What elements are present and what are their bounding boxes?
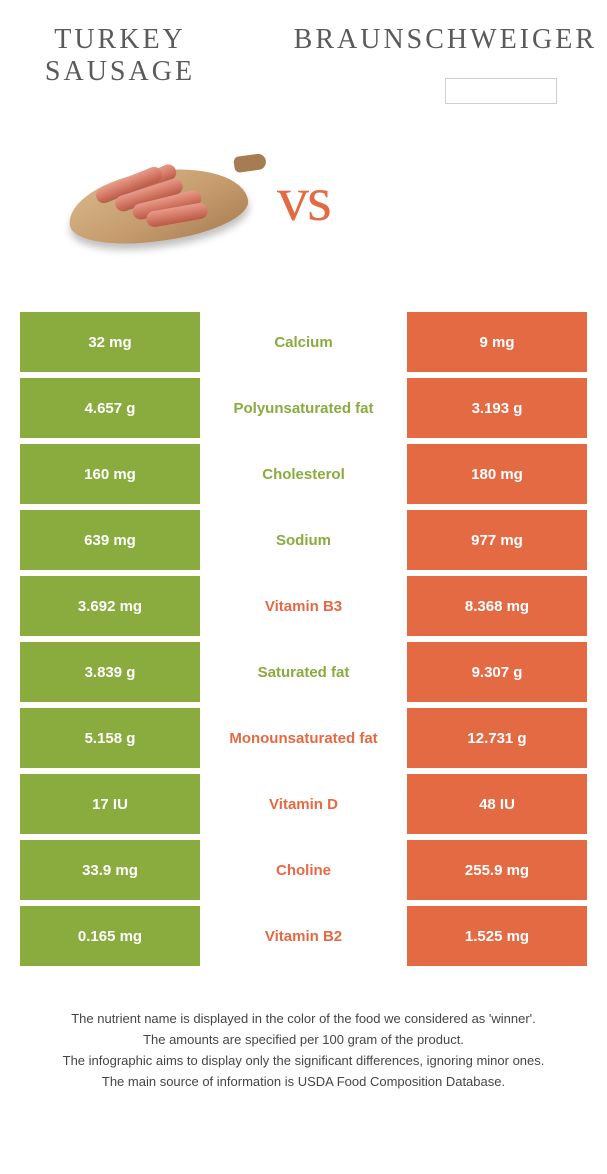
- value-right: 48 IU: [407, 774, 587, 834]
- value-left: 4.657 g: [20, 378, 200, 438]
- nutrient-name: Vitamin D: [200, 774, 407, 834]
- value-left: 3.692 mg: [20, 576, 200, 636]
- nutrient-name: Cholesterol: [200, 444, 407, 504]
- value-left: 5.158 g: [20, 708, 200, 768]
- nutrient-name: Monounsaturated fat: [200, 708, 407, 768]
- footer-line-3: The infographic aims to display only the…: [20, 1052, 587, 1071]
- value-left: 32 mg: [20, 312, 200, 372]
- value-right: 8.368 mg: [407, 576, 587, 636]
- value-right: 255.9 mg: [407, 840, 587, 900]
- value-left: 3.839 g: [20, 642, 200, 702]
- value-left: 160 mg: [20, 444, 200, 504]
- value-right: 9.307 g: [407, 642, 587, 702]
- nutrient-name: Vitamin B3: [200, 576, 407, 636]
- table-row: 33.9 mgCholine255.9 mg: [20, 840, 587, 900]
- table-row: 639 mgSodium977 mg: [20, 510, 587, 570]
- table-row: 4.657 gPolyunsaturated fat3.193 g: [20, 378, 587, 438]
- value-right: 180 mg: [407, 444, 587, 504]
- value-right: 977 mg: [407, 510, 587, 570]
- footer-line-4: The main source of information is USDA F…: [20, 1073, 587, 1092]
- footer-line-1: The nutrient name is displayed in the co…: [20, 1010, 587, 1029]
- table-row: 32 mgCalcium9 mg: [20, 312, 587, 372]
- nutrient-name: Polyunsaturated fat: [200, 378, 407, 438]
- vs-label: vs: [277, 162, 330, 236]
- header: TURKEY SAUSAGE BRAUNSCHWEIGER: [0, 0, 607, 88]
- value-right: 12.731 g: [407, 708, 587, 768]
- title-left: TURKEY SAUSAGE: [10, 24, 230, 88]
- table-row: 3.692 mgVitamin B38.368 mg: [20, 576, 587, 636]
- right-image-placeholder: [445, 78, 557, 104]
- table-row: 0.165 mgVitamin B21.525 mg: [20, 906, 587, 966]
- footer-line-2: The amounts are specified per 100 gram o…: [20, 1031, 587, 1050]
- table-row: 5.158 gMonounsaturated fat12.731 g: [20, 708, 587, 768]
- value-right: 3.193 g: [407, 378, 587, 438]
- left-image: [61, 134, 261, 264]
- comparison-table: 32 mgCalcium9 mg4.657 gPolyunsaturated f…: [20, 312, 587, 966]
- nutrient-name: Vitamin B2: [200, 906, 407, 966]
- value-left: 639 mg: [20, 510, 200, 570]
- value-left: 33.9 mg: [20, 840, 200, 900]
- value-right: 9 mg: [407, 312, 587, 372]
- value-right: 1.525 mg: [407, 906, 587, 966]
- nutrient-name: Sodium: [200, 510, 407, 570]
- sausage-board-icon: [66, 149, 256, 249]
- value-left: 17 IU: [20, 774, 200, 834]
- table-row: 3.839 gSaturated fat9.307 g: [20, 642, 587, 702]
- nutrient-name: Calcium: [200, 312, 407, 372]
- footer-notes: The nutrient name is displayed in the co…: [20, 1010, 587, 1091]
- title-right: BRAUNSCHWEIGER: [257, 24, 597, 56]
- right-image-spacer: [346, 134, 546, 264]
- image-row: vs: [0, 134, 607, 264]
- table-row: 160 mgCholesterol180 mg: [20, 444, 587, 504]
- nutrient-name: Choline: [200, 840, 407, 900]
- value-left: 0.165 mg: [20, 906, 200, 966]
- table-row: 17 IUVitamin D48 IU: [20, 774, 587, 834]
- nutrient-name: Saturated fat: [200, 642, 407, 702]
